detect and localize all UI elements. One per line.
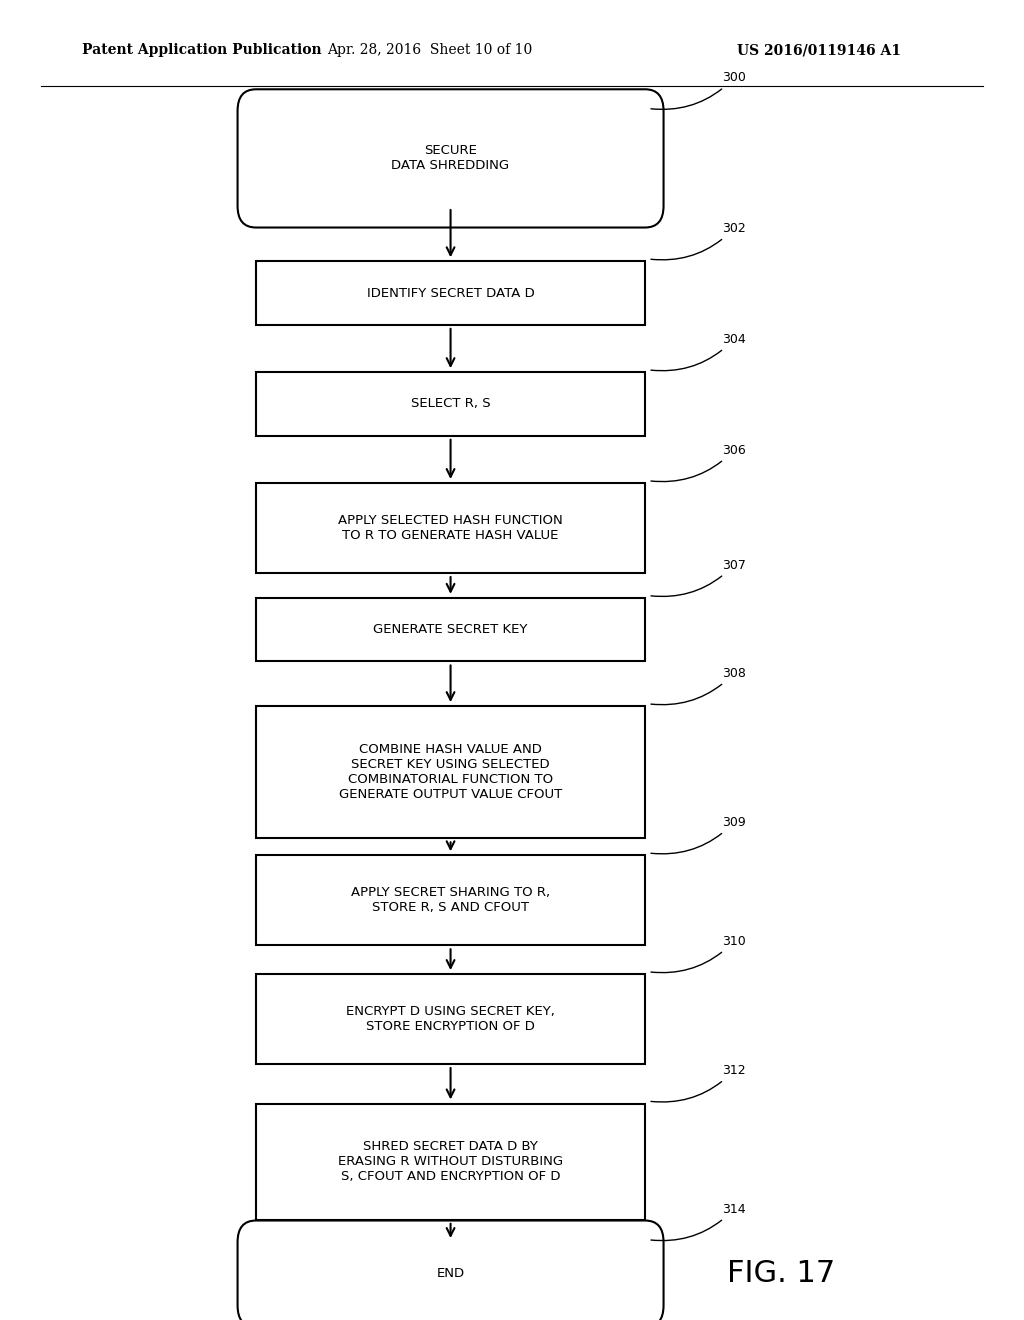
Bar [256,261,645,325]
Text: Apr. 28, 2016  Sheet 10 of 10: Apr. 28, 2016 Sheet 10 of 10 [328,44,532,57]
Text: END: END [436,1267,465,1280]
FancyBboxPatch shape [238,90,664,227]
Text: 302: 302 [651,222,745,260]
Text: GENERATE SECRET KEY: GENERATE SECRET KEY [374,623,527,636]
FancyBboxPatch shape [238,1221,664,1320]
Text: ENCRYPT D USING SECRET KEY,
STORE ENCRYPTION OF D: ENCRYPT D USING SECRET KEY, STORE ENCRYP… [346,1005,555,1034]
Text: APPLY SECRET SHARING TO R,
STORE R, S AND CFOUT: APPLY SECRET SHARING TO R, STORE R, S AN… [351,886,550,915]
Bar [256,598,645,661]
Bar [256,372,645,436]
Text: 300: 300 [651,71,745,110]
Bar [256,974,645,1064]
Text: 307: 307 [651,558,745,597]
Text: Patent Application Publication: Patent Application Publication [82,44,322,57]
Text: IDENTIFY SECRET DATA D: IDENTIFY SECRET DATA D [367,286,535,300]
Text: 306: 306 [651,444,745,482]
Text: 314: 314 [651,1203,745,1241]
Bar [256,483,645,573]
Text: 304: 304 [651,333,745,371]
Text: FIG. 17: FIG. 17 [727,1259,836,1288]
Text: APPLY SELECTED HASH FUNCTION
TO R TO GENERATE HASH VALUE: APPLY SELECTED HASH FUNCTION TO R TO GEN… [338,513,563,543]
Text: SELECT R, S: SELECT R, S [411,397,490,411]
Text: 309: 309 [651,816,745,854]
Text: SHRED SECRET DATA D BY
ERASING R WITHOUT DISTURBING
S, CFOUT AND ENCRYPTION OF D: SHRED SECRET DATA D BY ERASING R WITHOUT… [338,1140,563,1183]
Text: 312: 312 [651,1064,745,1102]
Text: SECURE
DATA SHREDDING: SECURE DATA SHREDDING [391,144,510,173]
Text: 308: 308 [651,667,745,705]
Bar [256,855,645,945]
Bar [256,1104,645,1220]
Text: US 2016/0119146 A1: US 2016/0119146 A1 [737,44,901,57]
Text: COMBINE HASH VALUE AND
SECRET KEY USING SELECTED
COMBINATORIAL FUNCTION TO
GENER: COMBINE HASH VALUE AND SECRET KEY USING … [339,743,562,801]
Bar [256,706,645,838]
Text: 310: 310 [651,935,745,973]
